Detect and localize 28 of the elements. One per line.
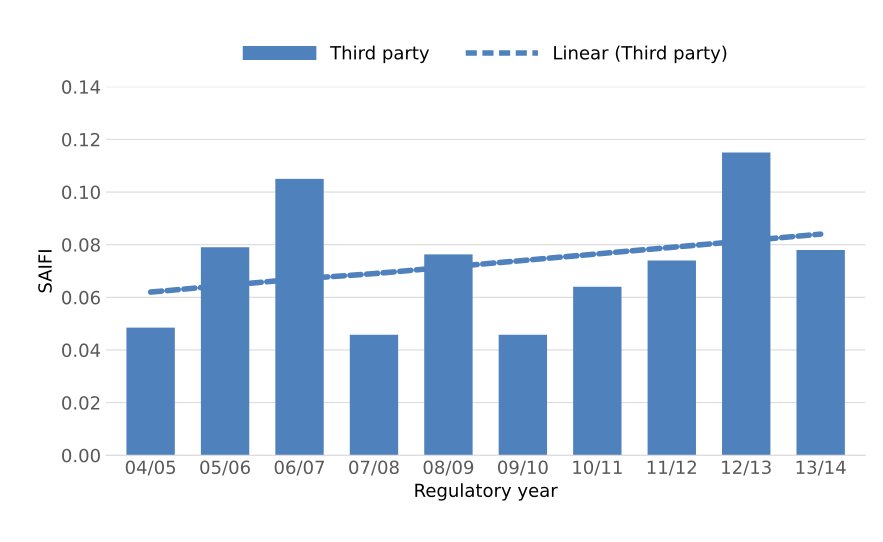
x-tick-label: 09/10 xyxy=(498,460,548,476)
bar xyxy=(498,334,548,456)
bar xyxy=(796,250,845,456)
bar xyxy=(573,286,622,456)
y-tick-label: 0.00 xyxy=(62,448,100,462)
x-tick-label: 07/08 xyxy=(349,460,399,476)
x-tick-label: 11/12 xyxy=(648,460,696,476)
bar xyxy=(648,260,696,456)
y-axis-title: SAIFI xyxy=(38,250,52,292)
x-tick-label: 10/11 xyxy=(573,460,622,476)
bar xyxy=(350,334,398,456)
y-tick-label: 0.06 xyxy=(62,290,100,304)
x-axis-title: Regulatory year xyxy=(415,483,558,501)
bar xyxy=(126,328,175,456)
x-tick-label: 06/07 xyxy=(274,460,324,476)
y-tick-label: 0.12 xyxy=(62,132,100,146)
y-tick-label: 0.08 xyxy=(62,238,100,252)
x-tick-label: 08/09 xyxy=(424,460,474,476)
x-tick-label: 12/13 xyxy=(722,460,771,476)
legend-label: Linear (Third party) xyxy=(554,46,726,64)
y-tick-label: 0.10 xyxy=(62,185,100,200)
legend-label: Third party xyxy=(330,46,430,64)
x-tick-label: 04/05 xyxy=(126,460,176,476)
x-tick-label: 05/06 xyxy=(200,460,250,476)
y-tick-label: 0.04 xyxy=(62,343,100,358)
x-tick-label: 13/14 xyxy=(796,460,846,476)
y-tick-label: 0.02 xyxy=(62,396,100,410)
y-tick-label: 0.14 xyxy=(62,80,100,94)
